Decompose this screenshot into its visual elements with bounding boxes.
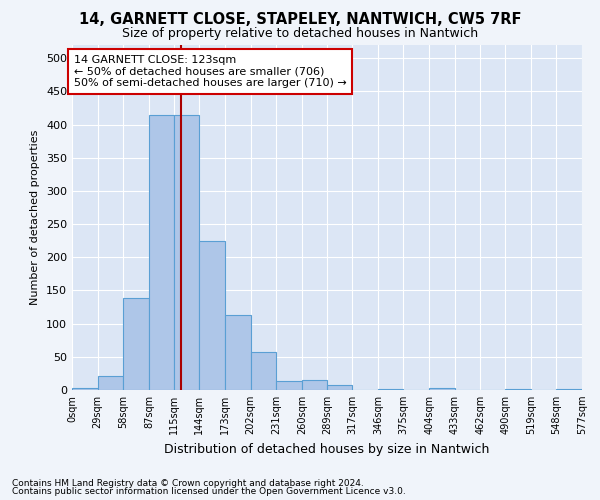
Text: Contains public sector information licensed under the Open Government Licence v3: Contains public sector information licen… — [12, 487, 406, 496]
Bar — [378, 388, 403, 390]
Bar — [173, 114, 199, 390]
Y-axis label: Number of detached properties: Number of detached properties — [31, 130, 40, 305]
Text: 14 GARNETT CLOSE: 123sqm
← 50% of detached houses are smaller (706)
50% of semi-: 14 GARNETT CLOSE: 123sqm ← 50% of detach… — [74, 55, 347, 88]
Bar — [98, 376, 123, 390]
Text: Contains HM Land Registry data © Crown copyright and database right 2024.: Contains HM Land Registry data © Crown c… — [12, 478, 364, 488]
Bar — [251, 352, 276, 390]
Text: Size of property relative to detached houses in Nantwich: Size of property relative to detached ho… — [122, 28, 478, 40]
Bar — [328, 386, 352, 390]
Bar — [302, 380, 328, 390]
Bar — [225, 315, 251, 390]
Text: 14, GARNETT CLOSE, STAPELEY, NANTWICH, CW5 7RF: 14, GARNETT CLOSE, STAPELEY, NANTWICH, C… — [79, 12, 521, 28]
Bar — [429, 388, 455, 390]
X-axis label: Distribution of detached houses by size in Nantwich: Distribution of detached houses by size … — [164, 442, 490, 456]
Bar — [199, 240, 225, 390]
Bar — [276, 382, 302, 390]
Bar — [72, 388, 98, 390]
Bar — [123, 298, 149, 390]
Bar — [149, 114, 173, 390]
